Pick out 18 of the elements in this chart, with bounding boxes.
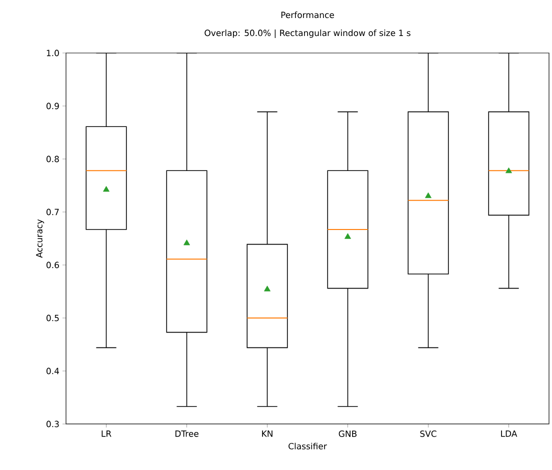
y-tick-label: 0.6 <box>46 262 59 268</box>
x-tick-label: GNB <box>338 430 357 437</box>
y-tick-label: 0.4 <box>46 368 60 374</box>
y-axis-title: Accuracy <box>36 219 44 258</box>
y-tick-label: 1.0 <box>46 50 59 56</box>
x-axis-title: Classifier <box>288 442 327 450</box>
y-tick-label: 0.3 <box>46 420 59 428</box>
y-tick-label: 0.9 <box>46 102 59 110</box>
chart-subtitle: Overlap: 50.0% | Rectangular window of size 1 s <box>204 29 410 38</box>
x-tick-label: SVC <box>420 430 436 437</box>
x-tick-label: KN <box>262 430 272 437</box>
y-tick-label: 0.5 <box>46 314 59 322</box>
y-tick-label: 0.8 <box>46 156 59 162</box>
chart-title: Performance <box>281 12 334 18</box>
x-tick-label: DTree <box>175 430 198 437</box>
x-tick-label: LR <box>102 430 112 437</box>
x-tick-label: LDA <box>501 430 518 437</box>
y-tick-label: 0.7 <box>46 208 59 216</box>
